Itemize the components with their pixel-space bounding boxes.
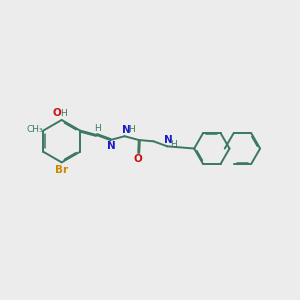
Text: N: N <box>122 125 130 135</box>
Text: CH₃: CH₃ <box>26 124 43 134</box>
Text: Br: Br <box>55 165 68 175</box>
Text: N: N <box>107 142 116 152</box>
Text: H: H <box>128 125 135 134</box>
Text: H: H <box>94 124 101 133</box>
Text: O: O <box>52 109 61 118</box>
Text: H: H <box>170 140 177 149</box>
Text: N: N <box>164 135 173 145</box>
Text: H: H <box>60 109 67 118</box>
Text: O: O <box>134 154 142 164</box>
